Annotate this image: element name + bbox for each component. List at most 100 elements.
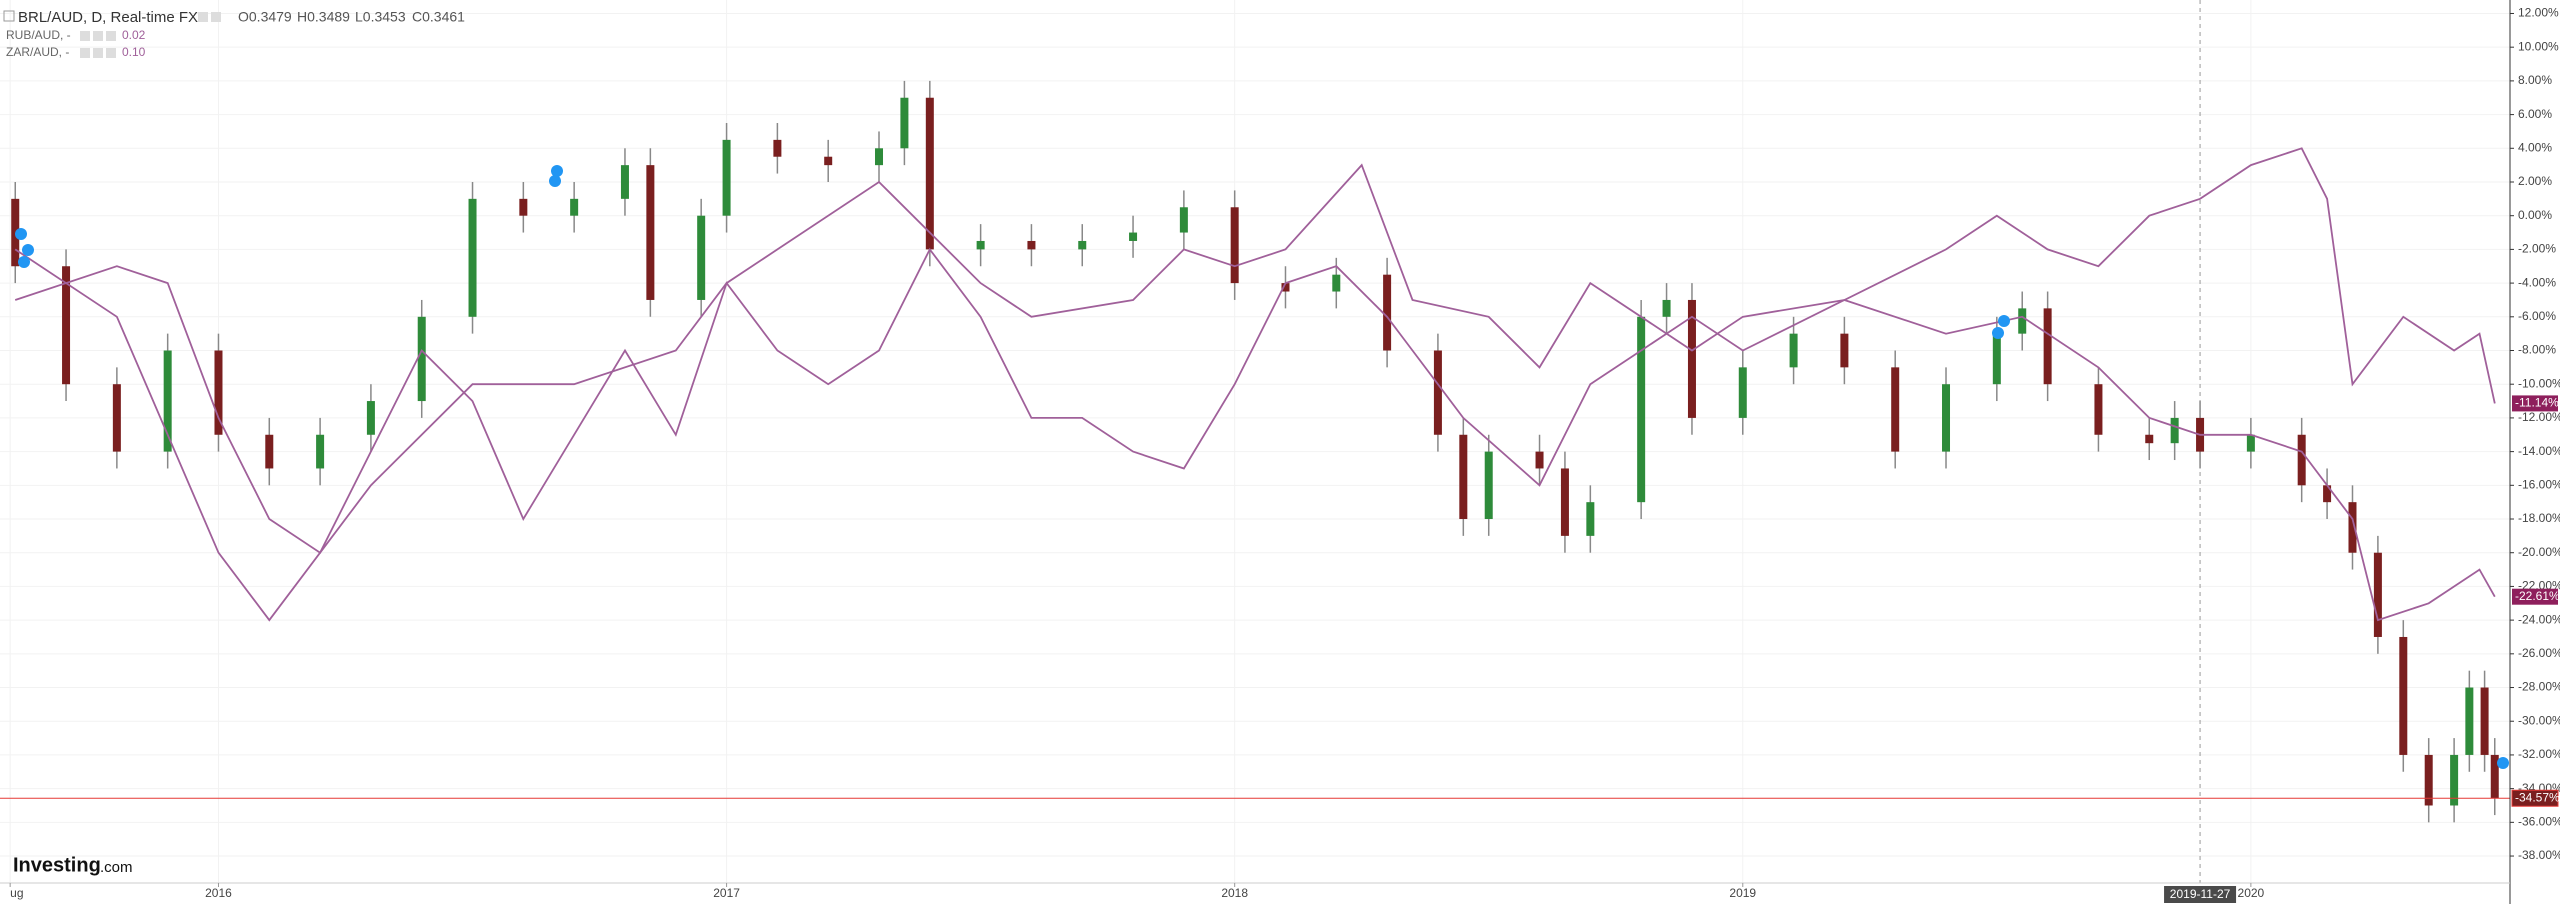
y-tick-label: -8.00% [2518,343,2556,357]
collapse-icon[interactable] [3,10,15,22]
last-value-badge [2512,395,2558,412]
candle-body [2323,485,2332,503]
candle-body [1891,367,1900,452]
legend-button [93,31,103,41]
legend: BRL/AUD, D, Real-time FX O0.3479 H0.3489… [3,9,465,59]
candle-body [1484,451,1493,520]
y-tick-label: 6.00% [2518,107,2552,121]
candle-body [2018,308,2027,334]
crosshair-label-box [2164,886,2237,903]
x-tick-label: 2018 [1221,886,1248,900]
event-marker[interactable] [2497,757,2509,769]
event-marker[interactable] [551,165,563,177]
y-tick-label: -20.00% [2518,545,2560,559]
event-marker[interactable] [549,175,561,187]
y-tick-label: -18.00% [2518,511,2560,525]
candle-body [976,240,985,250]
legend-button [106,48,116,58]
crosshair-label: 2019-11-27 [2170,887,2231,901]
ohlc-open: O0.3479 [238,9,292,25]
y-tick-label: -38.00% [2518,848,2560,862]
candle-body [1078,240,1087,250]
candle-body [1560,468,1569,536]
candle-body [519,198,528,216]
brand-suffix: .com [100,859,133,876]
candle-body [2424,754,2433,806]
candle-body [1992,333,2001,385]
event-markers [15,165,2509,769]
event-marker[interactable] [1998,315,2010,327]
candle-body [1459,434,1468,520]
candle-body [468,198,477,317]
y-tick-label: -10.00% [2518,376,2560,390]
candle-body [2094,384,2103,435]
legend-name: ZAR/AUD, - [6,45,69,59]
close-icon[interactable] [211,12,221,22]
series-line [14,147,2496,622]
brand-name: Investing [13,854,101,876]
candle-body [2043,308,2052,385]
candle-body [316,434,325,469]
y-tick-label: -32.00% [2518,747,2560,761]
y-tick-label: 0.00% [2518,208,2552,222]
y-tick-label: 12.00% [2518,6,2559,20]
x-tick-label: 2016 [205,886,232,900]
legend-button [93,48,103,58]
event-marker[interactable] [15,228,27,240]
grid [0,0,2510,883]
ohlc-high: H0.3489 [297,9,350,25]
candle-body [2170,417,2179,444]
candle-body [1687,299,1696,418]
event-marker[interactable] [22,244,34,256]
candle-body [1332,274,1341,292]
last-value-label: -11.14% [2515,396,2559,410]
candle-body [1840,333,1849,368]
x-tick-label: 2020 [2238,886,2265,900]
candle-body [2373,552,2382,637]
series-line [14,247,2496,622]
y-tick-label: -26.00% [2518,646,2560,660]
legend-name: RUB/AUD, - [6,28,71,42]
candle-body [620,165,629,199]
event-marker[interactable] [18,256,30,268]
event-marker[interactable] [1992,327,2004,339]
candle-body [366,401,375,435]
candle-body [265,434,274,469]
candle-body [1433,350,1442,435]
y-tick-label: -28.00% [2518,680,2560,694]
candle-body [112,384,121,452]
candle-body [214,350,223,435]
series-legend: RUB/AUD, - 0.02 ZAR/AUD, - 0.10 [6,28,146,59]
candle-body [722,139,731,216]
y-tick-label: 10.00% [2518,39,2559,53]
candle-body [1281,283,1290,292]
candle-body [1662,299,1671,317]
x-tick-label: ug [10,886,23,900]
legend-button [80,31,90,41]
y-tick-label: -2.00% [2518,242,2556,256]
y-tick-label: -24.00% [2518,612,2560,626]
candle-body [2297,434,2306,486]
candle-body [2145,434,2154,444]
y-tick-label: 8.00% [2518,73,2552,87]
candle-body [1637,316,1646,503]
last-value-badge [2512,588,2558,605]
y-tick-label: -36.00% [2518,815,2560,829]
candle-body [900,97,909,149]
y-tick-label: 4.00% [2518,140,2552,154]
settings-icon[interactable] [198,12,208,22]
legend-value: 0.02 [122,28,146,42]
candle-body [2465,687,2474,755]
candle-body [62,266,71,385]
brand-logo: Investing .com [13,854,133,876]
last-value-label: -22.61% [2515,589,2560,603]
candle-body [1535,451,1544,469]
y-tick-label: -4.00% [2518,275,2556,289]
candle-body [570,198,579,216]
candle-body [1230,207,1239,284]
candle-body [2480,687,2489,755]
last-price-badge [2511,789,2559,807]
